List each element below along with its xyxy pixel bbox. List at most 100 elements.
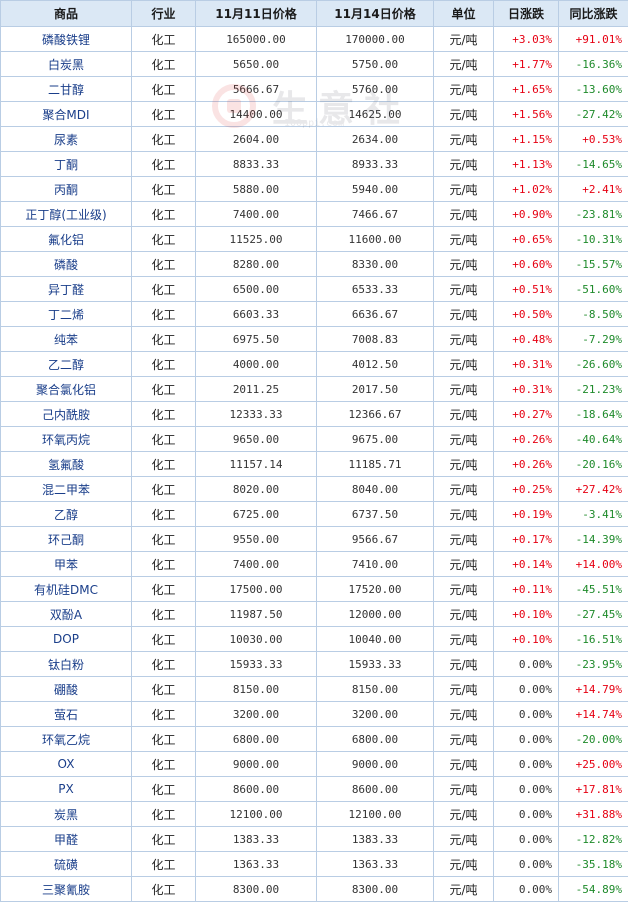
product-name[interactable]: 环氧丙烷 [1,427,132,452]
product-name[interactable]: DOP [1,627,132,652]
price-nov14-cell: 1363.33 [317,852,434,877]
unit-cell: 元/吨 [434,427,494,452]
price-nov11-cell: 17500.00 [196,577,317,602]
price-nov14-cell: 6533.33 [317,277,434,302]
product-name[interactable]: 硼酸 [1,677,132,702]
price-nov11-cell: 11525.00 [196,227,317,252]
price-nov11-cell: 3200.00 [196,702,317,727]
product-name[interactable]: 甲苯 [1,552,132,577]
product-name[interactable]: 环己酮 [1,527,132,552]
product-name[interactable]: 炭黑 [1,802,132,827]
industry-cell: 化工 [132,427,196,452]
price-nov11-cell: 6800.00 [196,727,317,752]
product-name[interactable]: 异丁醛 [1,277,132,302]
product-name[interactable]: 环氧乙烷 [1,727,132,752]
unit-cell: 元/吨 [434,752,494,777]
product-name[interactable]: 聚合氯化铝 [1,377,132,402]
industry-cell: 化工 [132,452,196,477]
yoy-change-cell: -27.45% [559,602,628,627]
price-nov11-cell: 8020.00 [196,477,317,502]
yoy-change-cell: -7.29% [559,327,628,352]
product-name[interactable]: 二甘醇 [1,77,132,102]
product-name[interactable]: 丙酮 [1,177,132,202]
price-nov14-cell: 2017.50 [317,377,434,402]
unit-cell: 元/吨 [434,152,494,177]
price-nov11-cell: 12100.00 [196,802,317,827]
daily-change-cell: 0.00% [494,752,559,777]
price-nov14-cell: 9000.00 [317,752,434,777]
yoy-change-cell: -14.39% [559,527,628,552]
price-nov11-cell: 8150.00 [196,677,317,702]
product-name[interactable]: 双酚A [1,602,132,627]
yoy-change-cell: +0.53% [559,127,628,152]
yoy-change-cell: +14.79% [559,677,628,702]
product-name[interactable]: 氢氟酸 [1,452,132,477]
header-row: 商品 行业 11月11日价格 11月14日价格 单位 日涨跌 同比涨跌 [1,1,628,27]
product-name[interactable]: 白炭黑 [1,52,132,77]
yoy-change-cell: -40.64% [559,427,628,452]
product-name[interactable]: 乙醇 [1,502,132,527]
daily-change-cell: 0.00% [494,827,559,852]
daily-change-cell: +1.15% [494,127,559,152]
product-name[interactable]: 混二甲苯 [1,477,132,502]
daily-change-cell: +0.60% [494,252,559,277]
product-name[interactable]: 丁二烯 [1,302,132,327]
price-nov11-cell: 11157.14 [196,452,317,477]
price-nov11-cell: 5650.00 [196,52,317,77]
price-nov11-cell: 5880.00 [196,177,317,202]
yoy-change-cell: +14.74% [559,702,628,727]
price-nov11-cell: 9550.00 [196,527,317,552]
daily-change-cell: 0.00% [494,802,559,827]
product-name[interactable]: 氟化铝 [1,227,132,252]
unit-cell: 元/吨 [434,577,494,602]
product-name[interactable]: 钛白粉 [1,652,132,677]
unit-cell: 元/吨 [434,702,494,727]
industry-cell: 化工 [132,227,196,252]
price-nov14-cell: 14625.00 [317,102,434,127]
product-name[interactable]: 聚合MDI [1,102,132,127]
industry-cell: 化工 [132,677,196,702]
product-name[interactable]: 纯苯 [1,327,132,352]
product-name[interactable]: OX [1,752,132,777]
industry-cell: 化工 [132,877,196,902]
product-name[interactable]: 丁酮 [1,152,132,177]
price-nov11-cell: 8280.00 [196,252,317,277]
product-name[interactable]: 磷酸铁锂 [1,27,132,52]
price-nov11-cell: 6500.00 [196,277,317,302]
unit-cell: 元/吨 [434,127,494,152]
unit-cell: 元/吨 [434,52,494,77]
product-name[interactable]: 乙二醇 [1,352,132,377]
daily-change-cell: +0.17% [494,527,559,552]
product-name[interactable]: 甲醛 [1,827,132,852]
product-name[interactable]: 己内酰胺 [1,402,132,427]
product-name[interactable]: 尿素 [1,127,132,152]
daily-change-cell: 0.00% [494,702,559,727]
industry-cell: 化工 [132,52,196,77]
product-name[interactable]: 三聚氰胺 [1,877,132,902]
daily-change-cell: +0.51% [494,277,559,302]
unit-cell: 元/吨 [434,27,494,52]
product-name[interactable]: PX [1,777,132,802]
daily-change-cell: +0.65% [494,227,559,252]
product-name[interactable]: 正丁醇(工业级) [1,202,132,227]
price-nov14-cell: 17520.00 [317,577,434,602]
product-name[interactable]: 萤石 [1,702,132,727]
unit-cell: 元/吨 [434,727,494,752]
daily-change-cell: 0.00% [494,727,559,752]
product-name[interactable]: 硫磺 [1,852,132,877]
price-nov11-cell: 6725.00 [196,502,317,527]
product-name[interactable]: 磷酸 [1,252,132,277]
unit-cell: 元/吨 [434,227,494,252]
product-name[interactable]: 有机硅DMC [1,577,132,602]
price-nov14-cell: 5760.00 [317,77,434,102]
price-nov14-cell: 4012.50 [317,352,434,377]
price-nov14-cell: 8300.00 [317,877,434,902]
yoy-change-cell: -27.42% [559,102,628,127]
price-nov14-cell: 8040.00 [317,477,434,502]
daily-change-cell: 0.00% [494,877,559,902]
